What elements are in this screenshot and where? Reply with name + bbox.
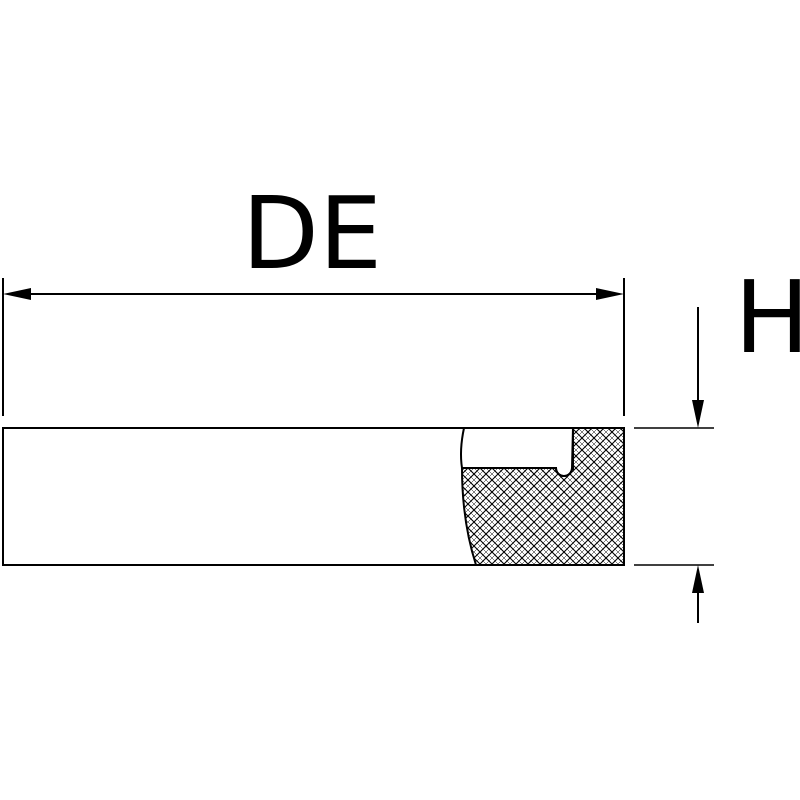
de-label: DE — [242, 175, 382, 292]
de-arrow-left — [3, 288, 31, 300]
seal-groove-corner — [555, 467, 573, 477]
h-label: H — [734, 259, 800, 376]
seal-lip-groove-outline — [459, 427, 465, 469]
h-arrow-down — [692, 400, 704, 428]
de-arrow-right — [596, 288, 624, 300]
h-arrow-up — [692, 565, 704, 593]
seal-cross-section-hatch — [460, 427, 625, 566]
